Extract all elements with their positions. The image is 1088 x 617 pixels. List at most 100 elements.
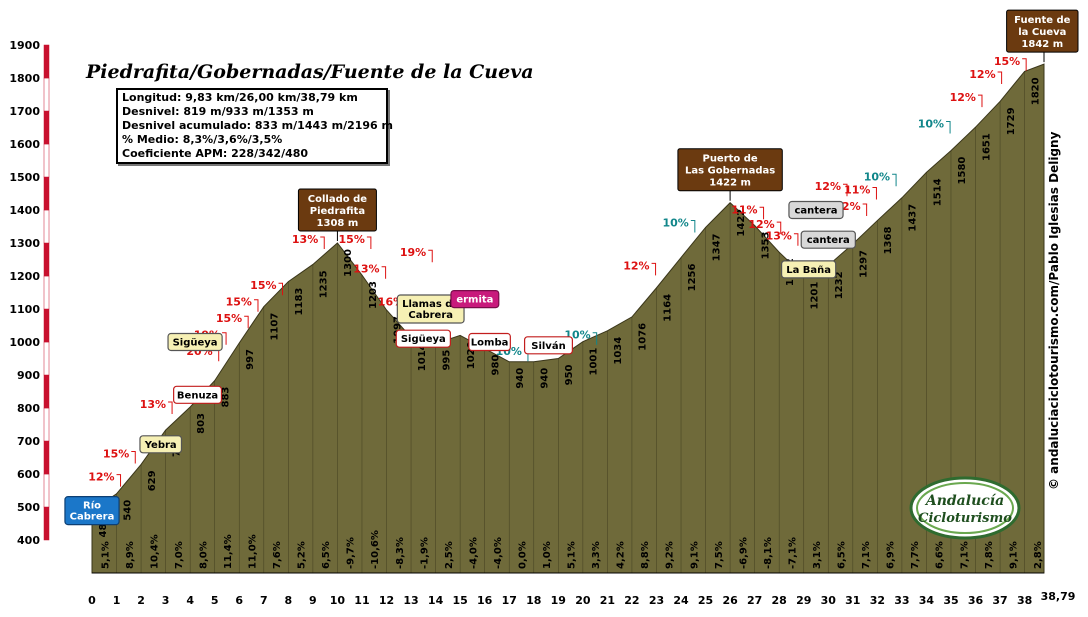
axis-bar-segment <box>43 143 50 178</box>
peak-label-box <box>297 188 377 232</box>
y-tick-label: 1200 <box>9 270 40 283</box>
elevation-label: 883 <box>221 387 232 408</box>
place-label-text: ermita <box>456 295 493 306</box>
max-gradient-marker <box>278 282 284 296</box>
max-gradient-marker <box>320 236 325 249</box>
y-tick-label: 1400 <box>9 204 40 217</box>
elevation-label: 940 <box>515 368 526 389</box>
y-tick-label: 500 <box>17 501 40 514</box>
elevation-label: 1256 <box>687 263 698 291</box>
max-gradient-label: 13% <box>292 233 318 246</box>
segment-gradient-label: -8,3% <box>395 537 406 569</box>
segment-gradient-label: 7,6% <box>272 541 283 569</box>
elevation-label: 1820 <box>1030 77 1041 105</box>
x-tick-label: 32 <box>870 594 885 607</box>
max-gradient-marker <box>131 451 136 464</box>
max-gradient-label: 12% <box>815 180 841 193</box>
max-gradient-marker <box>592 332 598 345</box>
place-label-box <box>139 435 183 454</box>
logo: Andalucía Cicloturismo <box>909 476 1021 540</box>
y-tick-label: 700 <box>17 435 40 448</box>
elevation-label: 1347 <box>711 233 722 261</box>
place-label-text: Cabrera <box>408 310 453 321</box>
axis-bar-segment <box>43 473 50 508</box>
place-label-text: Cabrera <box>70 512 115 523</box>
elevation-label: 1020 <box>466 341 477 369</box>
x-tick-label: 25 <box>698 594 713 607</box>
max-gradient-label: 15% <box>103 448 129 461</box>
max-gradient-marker <box>253 299 259 312</box>
segment-gradient-label: 11,0% <box>248 534 259 569</box>
max-gradient-label: 12% <box>748 218 774 231</box>
segment-gradient-label: 9,1% <box>689 541 700 569</box>
x-tick-label: 14 <box>428 594 444 607</box>
elevation-label: 1201 <box>810 282 821 310</box>
x-tick-label: 21 <box>600 594 615 607</box>
y-tick-label: 1000 <box>9 336 40 349</box>
max-gradient-label: 15% <box>994 55 1020 68</box>
max-gradient-label: 10% <box>918 118 944 131</box>
x-tick-label: 28 <box>772 594 787 607</box>
segment-gradient-label: -10,6% <box>370 530 381 569</box>
segment-gradient-label: -8,1% <box>763 537 774 569</box>
max-gradient-marker <box>776 221 782 235</box>
axis-bar-segment <box>43 341 50 376</box>
place-label: La Baña <box>780 260 837 279</box>
elevation-label: 1300 <box>343 249 354 277</box>
axis-bar-segment <box>43 242 50 277</box>
y-tick-label: 1600 <box>9 138 40 151</box>
segment-gradient-label: 7,5% <box>714 541 725 569</box>
x-tick-label: 18 <box>526 594 541 607</box>
elevation-label: 1076 <box>638 323 649 351</box>
segment-gradient-label: 7,1% <box>959 541 970 569</box>
peak-label-text: 1422 m <box>709 178 751 189</box>
axis-bar-segment <box>43 374 50 409</box>
segment-gradient-label: -4,0% <box>468 537 479 569</box>
elevation-label: 995 <box>441 350 452 371</box>
segment-gradient-label: 5,1% <box>100 541 111 569</box>
max-gradient-marker <box>1022 58 1027 71</box>
place-label-box <box>395 329 451 348</box>
x-tick-label: 37 <box>992 594 1007 607</box>
elevation-label: 1014 <box>417 343 428 371</box>
max-gradient-marker <box>168 401 173 414</box>
segment-gradient-label: -7,1% <box>787 537 798 569</box>
place-label-box <box>523 336 573 355</box>
max-gradient-label: 13% <box>140 398 166 411</box>
max-gradient-marker <box>759 206 765 220</box>
logo-ring <box>916 482 1014 534</box>
elevation-label: 1297 <box>859 250 870 278</box>
place-label: Sigüeya <box>167 332 223 352</box>
max-gradient-label: 13% <box>353 263 379 276</box>
max-gradient-label: 12% <box>969 68 995 81</box>
place-label-text: Río <box>83 500 101 512</box>
x-tick-label: 1 <box>113 594 121 607</box>
x-tick-label: 8 <box>285 594 293 607</box>
x-tick-label: 11 <box>354 594 369 607</box>
elevation-label: 1353 <box>760 231 771 259</box>
x-tick-label: 12 <box>379 594 394 607</box>
x-axis: 0 1 2 3 4 5 6 7 8 9 10 11 12 13 14 15 16 17 18 19 20 21 22 23 24… <box>88 590 1075 607</box>
axis-bar-segment <box>43 176 50 211</box>
logo-text-1: Andalucía <box>924 493 1004 509</box>
profile-area <box>91 63 1045 574</box>
segment-gradient-label: 7,0% <box>174 541 185 569</box>
max-gradient-label: 15% <box>250 279 276 292</box>
segment-gradient-label: 7,1% <box>861 541 872 569</box>
x-tick-label: 3 <box>162 594 170 607</box>
max-gradient-marker <box>116 474 122 487</box>
peak-label-text: Collado de <box>308 194 367 205</box>
x-tick-label: 4 <box>186 594 194 607</box>
elevation-label: 1368 <box>883 227 894 255</box>
x-tick-label: 0 <box>88 594 96 607</box>
stat-length: Longitud: 9,83 km/26,00 km/38,79 km <box>122 91 358 104</box>
max-gradient-marker <box>946 121 951 134</box>
x-tick-label: 2 <box>137 594 145 607</box>
x-tick-label: 19 <box>551 594 566 607</box>
place-label-box <box>396 294 465 324</box>
x-tick-label: 10 <box>330 594 346 607</box>
segment-gradient-label: -9,7% <box>346 537 357 569</box>
max-gradient-label: 10% <box>662 217 688 230</box>
max-gradient-label: 11% <box>844 184 870 197</box>
